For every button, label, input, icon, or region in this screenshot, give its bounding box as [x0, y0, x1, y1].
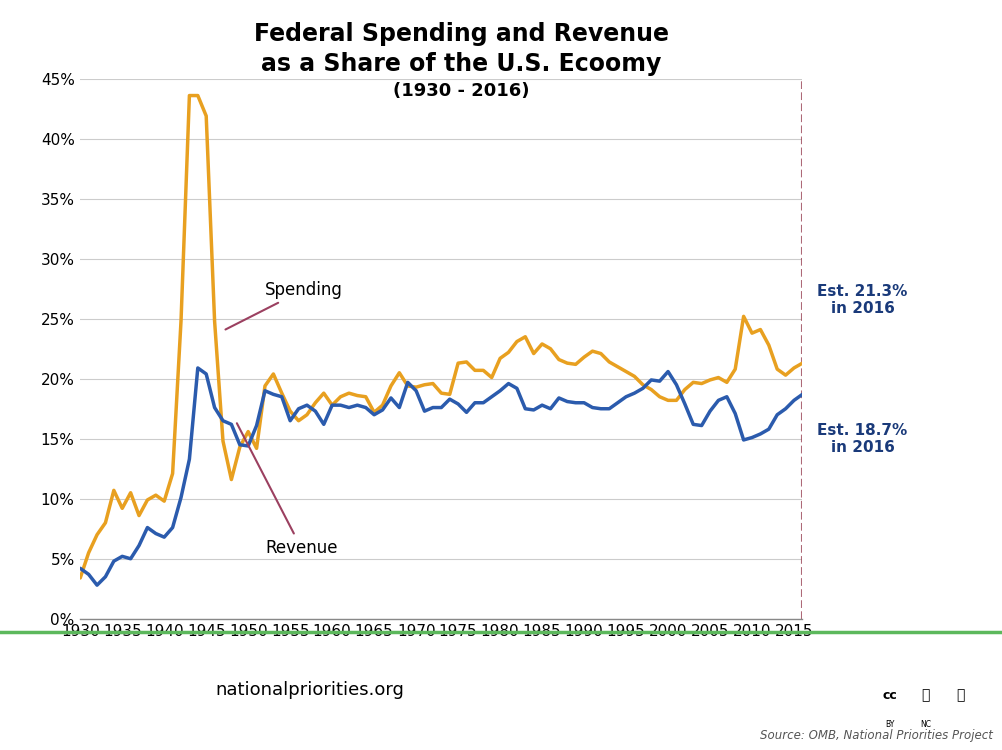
Text: Ⓜ: Ⓜ	[920, 688, 929, 703]
Text: (1930 - 2016): (1930 - 2016)	[393, 82, 529, 100]
Text: nationalpriorities.org: nationalpriorities.org	[215, 681, 404, 699]
Text: NATIONAL: NATIONAL	[68, 657, 127, 667]
Circle shape	[910, 681, 939, 710]
Text: Ⓢ: Ⓢ	[955, 688, 964, 703]
Text: BY: BY	[885, 720, 894, 729]
Text: cc: cc	[882, 689, 897, 702]
Text: Est. 21.3%
in 2016: Est. 21.3% in 2016	[817, 284, 907, 316]
Text: as a Share of the U.S. Ecoomy: as a Share of the U.S. Ecoomy	[261, 52, 661, 76]
Text: Federal Spending and Revenue: Federal Spending and Revenue	[254, 22, 668, 46]
Text: Revenue: Revenue	[236, 423, 337, 556]
Text: PRIORITIES: PRIORITIES	[30, 683, 165, 703]
Text: NC: NC	[919, 720, 930, 729]
Circle shape	[875, 681, 904, 710]
Text: Est. 18.7%
in 2016: Est. 18.7% in 2016	[817, 422, 907, 455]
Circle shape	[945, 681, 974, 710]
Text: Source: OMB, National Priorities Project: Source: OMB, National Priorities Project	[760, 730, 992, 742]
Text: PROJECT: PROJECT	[72, 719, 123, 730]
Text: Spending: Spending	[225, 280, 343, 329]
